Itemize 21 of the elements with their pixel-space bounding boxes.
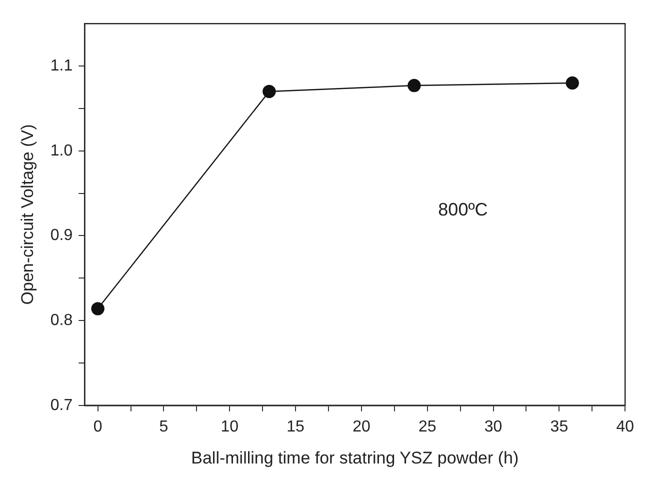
x-tick-label: 25 bbox=[418, 418, 436, 436]
y-tick-label: 1.1 bbox=[50, 57, 73, 74]
x-axis-title: Ball-milling time for statring YSZ powder (h) bbox=[191, 448, 519, 468]
point bbox=[566, 76, 579, 90]
x-tick-label: 0 bbox=[93, 418, 102, 436]
x-tick-label: 40 bbox=[616, 418, 634, 436]
point bbox=[91, 302, 104, 316]
annotation: 800ºC bbox=[438, 200, 488, 220]
x-tick-label: 10 bbox=[220, 418, 239, 436]
point bbox=[262, 84, 276, 98]
x-tick-label: 35 bbox=[550, 418, 568, 436]
point bbox=[408, 78, 421, 92]
x-tick-label: 15 bbox=[286, 418, 305, 436]
y-tick-label: 1.0 bbox=[50, 142, 73, 160]
y-tick-label: 0.7 bbox=[50, 396, 73, 414]
y-tick-label: 0.9 bbox=[50, 227, 73, 244]
x-tick-label: 5 bbox=[159, 418, 168, 436]
x-tick-label: 20 bbox=[352, 418, 370, 436]
y-tick-label: 0.8 bbox=[50, 312, 73, 329]
y-axis-title: Open-circuit Voltage (V) bbox=[18, 124, 37, 305]
x-tick-label: 30 bbox=[484, 418, 502, 436]
